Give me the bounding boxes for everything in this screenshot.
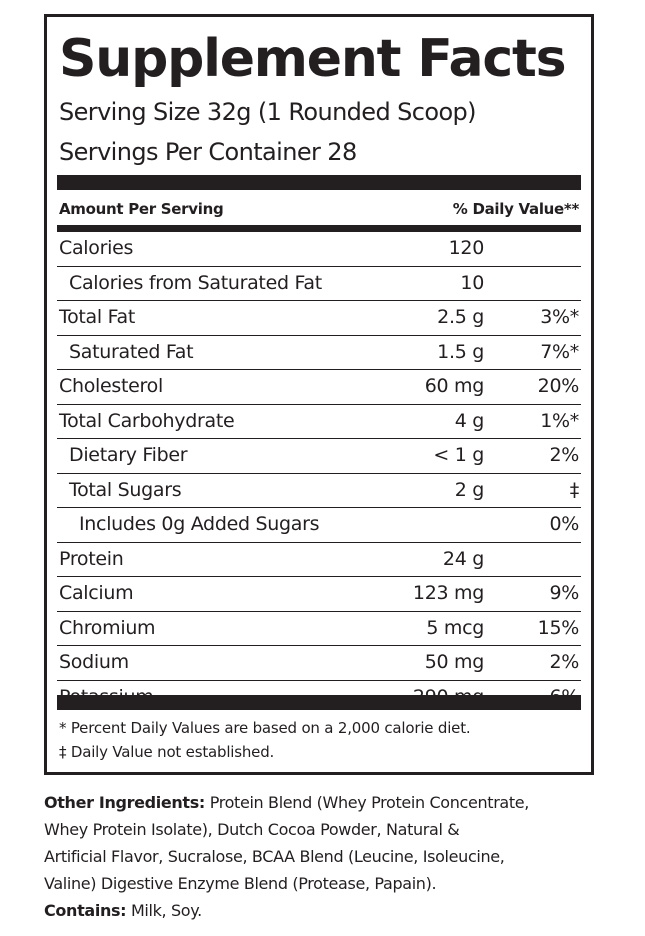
- nutrient-amount: 2 g: [454, 478, 485, 501]
- nutrient-name: Total Sugars: [69, 478, 182, 501]
- nutrient-name: Calcium: [59, 582, 134, 604]
- nutrient-row-sodium: Sodium 50 mg 2%: [57, 646, 581, 681]
- nutrient-daily-value: ‡: [569, 478, 580, 501]
- nutrient-row-chromium: Chromium 5 mcg 15%: [57, 612, 581, 646]
- nutrient-amount: 120: [448, 237, 485, 259]
- nutrient-amount: 2.5 g: [437, 306, 484, 328]
- nutrient-amount: 123 mg: [412, 582, 484, 604]
- nutrient-amount: 50 mg: [424, 651, 485, 673]
- nutrient-name: Calories: [59, 237, 134, 259]
- serving-size: Serving Size 32g (1 Rounded Scoop): [59, 98, 477, 126]
- contains-text: Milk, Soy.: [126, 901, 202, 920]
- nutrient-table: Calories 120 Calories from Saturated Fat…: [57, 232, 581, 714]
- nutrient-name: Total Carbohydrate: [59, 409, 235, 432]
- nutrient-row-total-sugars: Total Sugars 2 g ‡: [57, 474, 581, 508]
- supplement-facts-panel: Supplement Facts Serving Size 32g (1 Rou…: [44, 14, 594, 775]
- nutrient-daily-value: 20%: [537, 375, 580, 397]
- nutrient-row-calcium: Calcium 123 mg 9%: [57, 577, 581, 612]
- nutrient-amount: 1.5 g: [437, 340, 484, 363]
- ingredients-line: Valine) Digestive Enzyme Blend (Protease…: [44, 874, 437, 893]
- nutrient-daily-value: 9%: [549, 582, 579, 604]
- nutrient-name: Sodium: [59, 651, 129, 673]
- nutrient-amount: 4 g: [454, 409, 485, 432]
- nutrient-amount: 5 mcg: [426, 616, 484, 639]
- ingredients-line: Whey Protein Isolate), Dutch Cocoa Powde…: [44, 820, 460, 839]
- ingredients-block: Other Ingredients: Protein Blend (Whey P…: [44, 789, 614, 924]
- nutrient-daily-value: 2%: [549, 651, 579, 673]
- footnote-daily-values: * Percent Daily Values are based on a 2,…: [59, 719, 471, 737]
- nutrient-row-cholesterol: Cholesterol 60 mg 20%: [57, 370, 581, 405]
- nutrient-amount: 10: [460, 271, 484, 294]
- nutrient-row-dietary-fiber: Dietary Fiber < 1 g 2%: [57, 439, 581, 474]
- nutrient-name: Calories from Saturated Fat: [69, 271, 322, 294]
- nutrient-name: Protein: [59, 547, 124, 570]
- nutrient-daily-value: 0%: [549, 513, 579, 535]
- panel-title: Supplement Facts: [59, 29, 567, 89]
- nutrient-row-calories-sat-fat: Calories from Saturated Fat 10: [57, 267, 581, 301]
- nutrient-daily-value: 1%*: [540, 409, 579, 432]
- nutrient-amount: < 1 g: [433, 444, 484, 466]
- medium-divider: [57, 225, 581, 232]
- nutrient-daily-value: 15%: [537, 616, 580, 639]
- nutrient-amount: 24 g: [442, 547, 484, 570]
- nutrient-name: Cholesterol: [59, 375, 163, 397]
- nutrient-row-saturated-fat: Saturated Fat 1.5 g 7%*: [57, 336, 581, 370]
- nutrient-name: Dietary Fiber: [69, 444, 188, 466]
- ingredients-text: Protein Blend (Whey Protein Concentrate,: [204, 793, 530, 812]
- contains-label: Contains:: [44, 901, 127, 920]
- nutrient-name: Total Fat: [59, 306, 135, 328]
- column-header-row: Amount Per Serving % Daily Value**: [59, 197, 579, 221]
- nutrient-name: Chromium: [59, 616, 156, 639]
- nutrient-amount: 60 mg: [424, 375, 485, 397]
- nutrient-row-protein: Protein 24 g: [57, 543, 581, 577]
- nutrient-name: Includes 0g Added Sugars: [79, 513, 320, 535]
- other-ingredients-label: Other Ingredients:: [44, 793, 205, 812]
- amount-per-serving-header: Amount Per Serving: [59, 200, 224, 218]
- nutrient-row-calories: Calories 120: [57, 232, 581, 267]
- nutrient-row-added-sugars: Includes 0g Added Sugars 0%: [57, 508, 581, 543]
- nutrient-row-total-fat: Total Fat 2.5 g 3%*: [57, 301, 581, 336]
- thick-divider-top: [57, 175, 581, 190]
- ingredients-line: Artificial Flavor, Sucralose, BCAA Blend…: [44, 847, 505, 866]
- footnote-not-established: ‡ Daily Value not established.: [59, 743, 275, 761]
- nutrient-name: Saturated Fat: [69, 340, 194, 363]
- ingredients-line: Other Ingredients: Protein Blend (Whey P…: [44, 789, 614, 816]
- thick-divider-bottom: [57, 695, 581, 710]
- nutrient-daily-value: 3%*: [540, 306, 579, 328]
- nutrient-daily-value: 2%: [549, 444, 579, 466]
- servings-per-container: Servings Per Container 28: [59, 138, 357, 166]
- nutrient-row-total-carbohydrate: Total Carbohydrate 4 g 1%*: [57, 405, 581, 439]
- contains-line: Contains: Milk, Soy.: [44, 897, 614, 924]
- nutrient-daily-value: 7%*: [540, 340, 579, 363]
- daily-value-header: % Daily Value**: [452, 200, 580, 218]
